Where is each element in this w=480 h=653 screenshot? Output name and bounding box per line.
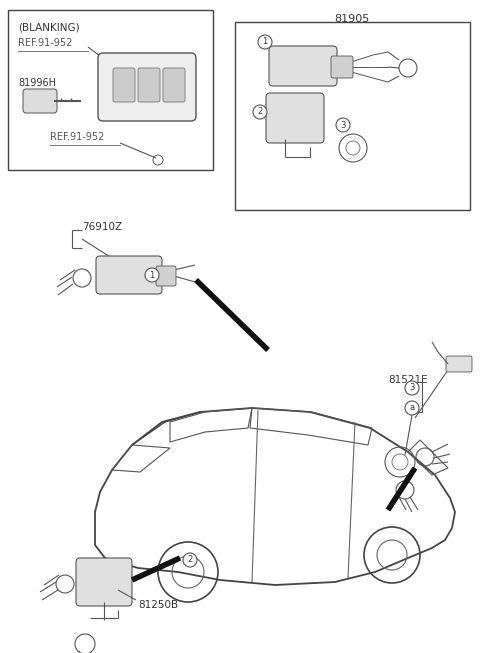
Text: 76910Z: 76910Z [82, 222, 122, 232]
FancyBboxPatch shape [23, 89, 57, 113]
Text: 3: 3 [409, 383, 415, 392]
Circle shape [405, 381, 419, 395]
FancyBboxPatch shape [235, 22, 470, 210]
Text: 81905: 81905 [335, 14, 370, 24]
Text: 2: 2 [257, 108, 263, 116]
Text: 81250B: 81250B [138, 600, 178, 610]
Text: 81996H: 81996H [18, 78, 56, 88]
Circle shape [336, 118, 350, 132]
Text: 1: 1 [263, 37, 268, 46]
Circle shape [405, 401, 419, 415]
Text: 81521E: 81521E [388, 375, 428, 385]
FancyBboxPatch shape [8, 10, 213, 170]
Circle shape [183, 553, 197, 567]
FancyBboxPatch shape [163, 68, 185, 102]
Text: REF.91-952: REF.91-952 [50, 132, 104, 142]
Circle shape [253, 105, 267, 119]
Text: 1: 1 [149, 270, 155, 279]
Text: (BLANKING): (BLANKING) [18, 22, 80, 32]
FancyBboxPatch shape [76, 558, 132, 606]
FancyBboxPatch shape [96, 256, 162, 294]
FancyBboxPatch shape [156, 266, 176, 286]
FancyBboxPatch shape [138, 68, 160, 102]
Circle shape [258, 35, 272, 49]
Text: REF.91-952: REF.91-952 [18, 38, 72, 48]
Text: 2: 2 [187, 556, 192, 564]
FancyBboxPatch shape [266, 93, 324, 143]
Text: a: a [409, 404, 415, 413]
FancyBboxPatch shape [98, 53, 196, 121]
FancyBboxPatch shape [446, 356, 472, 372]
Text: 3: 3 [340, 121, 346, 129]
FancyBboxPatch shape [113, 68, 135, 102]
Circle shape [145, 268, 159, 282]
FancyBboxPatch shape [269, 46, 337, 86]
FancyBboxPatch shape [331, 56, 353, 78]
